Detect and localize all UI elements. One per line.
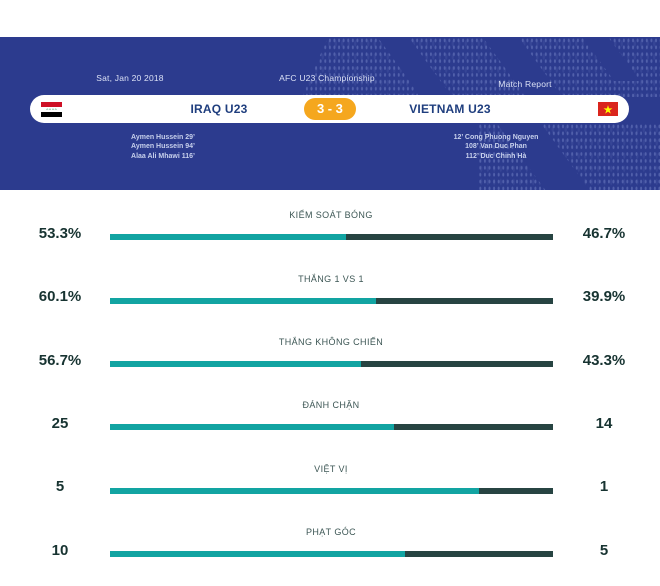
- match-report-link[interactable]: Match Report: [498, 79, 552, 89]
- home-team-name: IRAQ U23: [190, 102, 248, 116]
- stat-home-value: 5: [55, 478, 65, 496]
- competition-name: AFC U23 Championship: [279, 73, 375, 83]
- stat-away-value: 39.9%: [582, 288, 626, 306]
- stat-home-value: 25: [51, 414, 69, 432]
- stat-row: THẮNG 1 VS 1 60.1% 39.9%: [0, 270, 660, 314]
- home-scorers: Aymen Hussein 29’ Aymen Hussein 94’ Alaa A…: [131, 133, 195, 162]
- stat-away-value: 5: [599, 541, 609, 559]
- stat-bar: [110, 487, 553, 494]
- scoreboard: IRAQ U23 3 - 3 VIETNAM U23: [30, 95, 629, 123]
- stat-label: VIỆT VỊ: [314, 463, 348, 474]
- score-badge: 3 - 3: [304, 98, 356, 120]
- scorer-line: Aymen Hussein 94’: [131, 143, 195, 151]
- iraq-flag: [41, 101, 62, 117]
- stat-bar-home-fill: [110, 360, 362, 367]
- stat-away-value: 46.7%: [582, 224, 626, 242]
- stat-away-value: 1: [599, 478, 609, 496]
- match-date: Sat, Jan 20 2018: [96, 73, 164, 83]
- stat-label: THẮNG KHÔNG CHIẾN: [278, 336, 384, 347]
- scorer-line: Alaa Ali Mhawi 116’: [131, 152, 195, 160]
- stat-bar: [110, 550, 553, 557]
- stat-bar: [110, 234, 553, 241]
- stat-bar: [110, 297, 553, 304]
- stat-label: ĐÁNH CHẶN: [302, 400, 360, 411]
- stat-label: KIỂM SOÁT BÓNG: [289, 210, 373, 221]
- stat-away-value: 14: [595, 414, 613, 432]
- away-team-name: VIETNAM U23: [409, 102, 491, 116]
- stat-home-value: 60.1%: [38, 288, 82, 306]
- stat-row: THẮNG KHÔNG CHIẾN 56.7% 43.3%: [0, 333, 660, 377]
- stat-home-value: 53.3%: [38, 224, 82, 242]
- scorer-line: 112’ Duc Chinh Hà: [465, 152, 527, 160]
- stat-bar-home-fill: [110, 234, 347, 241]
- stat-label: PHẠT GÓC: [305, 526, 357, 537]
- vietnam-flag: [598, 102, 618, 116]
- scorer-line: 108’ Van Duc Phan: [465, 143, 527, 151]
- stat-row: PHẠT GÓC 10 5: [0, 523, 660, 567]
- stat-bar-home-fill: [110, 297, 377, 304]
- stat-bar-home-fill: [110, 487, 480, 494]
- scorer-line: Aymen Hussein 29’: [131, 133, 195, 141]
- stat-home-value: 56.7%: [38, 351, 82, 369]
- stat-row: KIỂM SOÁT BÓNG 53.3% 46.7%: [0, 206, 660, 250]
- stat-bar: [110, 424, 553, 431]
- stat-label: THẮNG 1 VS 1: [298, 273, 364, 284]
- stat-bar-home-fill: [110, 550, 406, 557]
- stat-home-value: 10: [51, 541, 69, 559]
- scorer-line: 12’ Cong Phuong Nguyen: [453, 133, 539, 141]
- match-header-banner: Sat, Jan 20 2018 AFC U23 Championship Ma…: [0, 37, 660, 190]
- stat-bar-home-fill: [110, 424, 394, 431]
- away-scorers: 12’ Cong Phuong Nguyen 108’ Van Duc Phan 1…: [454, 133, 539, 162]
- stat-row: ĐÁNH CHẶN 25 14: [0, 396, 660, 440]
- stat-bar: [110, 360, 553, 367]
- stat-row: VIỆT VỊ 5 1: [0, 460, 660, 504]
- stat-away-value: 43.3%: [582, 351, 626, 369]
